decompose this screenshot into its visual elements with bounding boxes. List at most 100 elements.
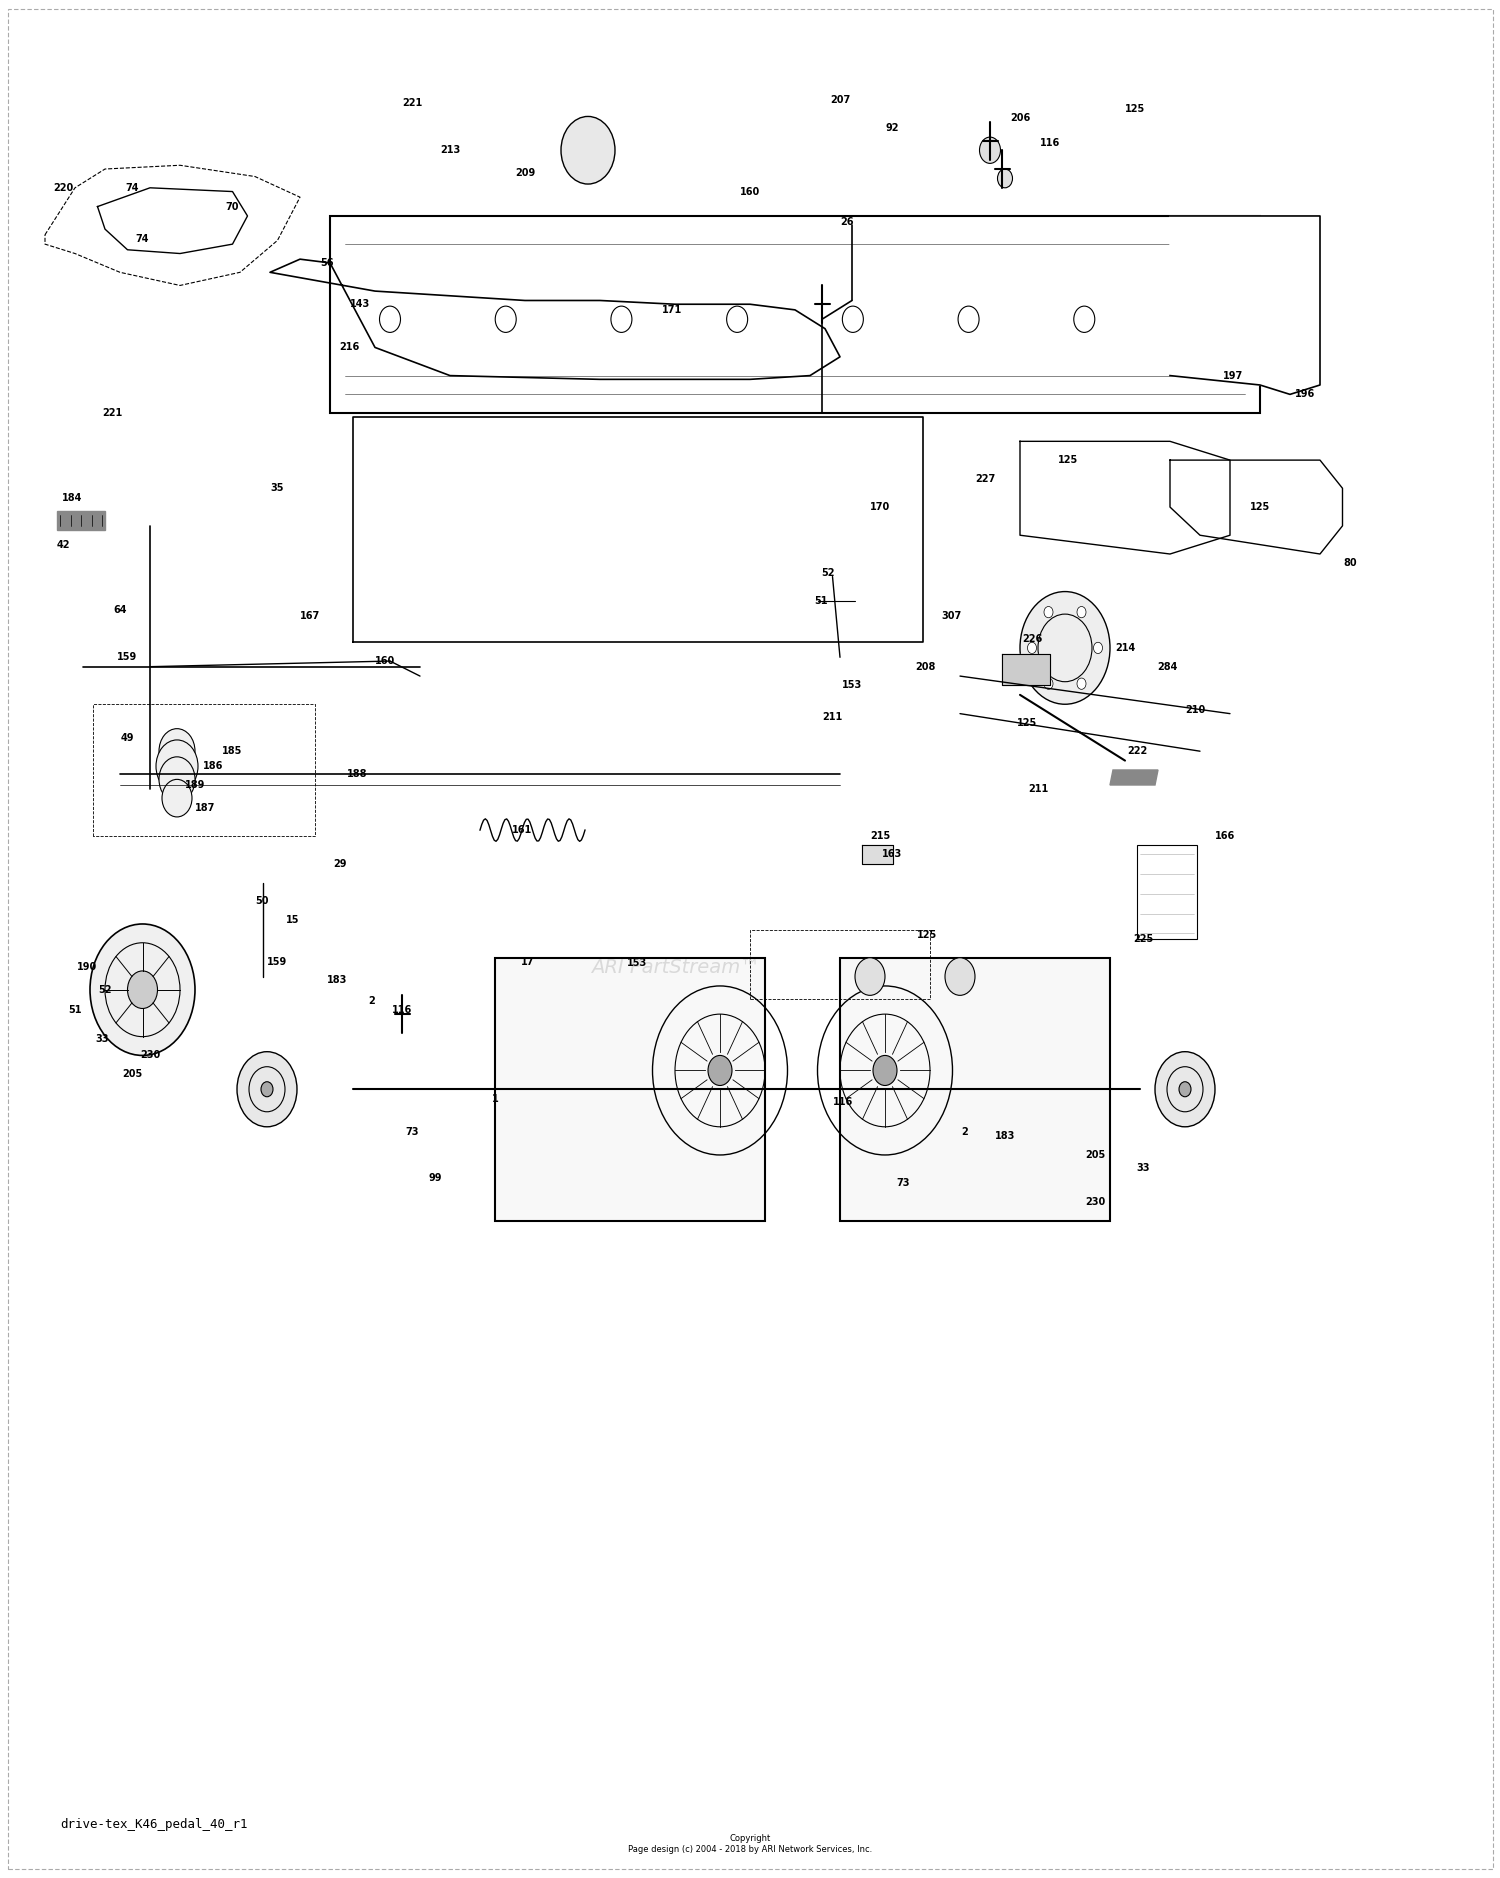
- Circle shape: [708, 1055, 732, 1085]
- Circle shape: [162, 779, 192, 817]
- Polygon shape: [98, 188, 248, 254]
- Text: 17: 17: [522, 956, 534, 967]
- Polygon shape: [1002, 654, 1050, 685]
- Text: 153: 153: [842, 680, 862, 691]
- Text: 42: 42: [57, 539, 69, 550]
- Text: 51: 51: [69, 1005, 81, 1016]
- Polygon shape: [1020, 441, 1230, 554]
- Text: 184: 184: [62, 492, 82, 503]
- Text: 186: 186: [202, 761, 223, 772]
- Polygon shape: [352, 417, 922, 642]
- Circle shape: [1044, 607, 1053, 618]
- Circle shape: [1077, 607, 1086, 618]
- Text: 209: 209: [514, 167, 535, 178]
- Text: 163: 163: [882, 849, 903, 860]
- Text: 116: 116: [392, 1005, 412, 1016]
- Text: 56: 56: [321, 257, 333, 269]
- Text: 74: 74: [124, 182, 138, 193]
- Text: Copyright
Page design (c) 2004 - 2018 by ARI Network Services, Inc.: Copyright Page design (c) 2004 - 2018 by…: [628, 1835, 872, 1854]
- Bar: [1137, 845, 1197, 939]
- Text: 220: 220: [53, 182, 74, 193]
- Text: 205: 205: [1084, 1149, 1106, 1161]
- Text: 207: 207: [830, 94, 850, 105]
- Polygon shape: [1110, 770, 1158, 785]
- Text: 211: 211: [822, 712, 843, 723]
- Circle shape: [1094, 642, 1102, 654]
- Circle shape: [90, 924, 195, 1055]
- Text: 183: 183: [994, 1131, 1016, 1142]
- Text: 214: 214: [1114, 642, 1136, 654]
- Text: 170: 170: [870, 501, 891, 513]
- Text: 221: 221: [102, 408, 123, 419]
- Circle shape: [261, 1082, 273, 1097]
- Circle shape: [168, 210, 192, 240]
- Text: 35: 35: [270, 483, 285, 494]
- Circle shape: [1077, 678, 1086, 689]
- Text: 211: 211: [1028, 783, 1048, 794]
- Text: 125: 125: [916, 930, 938, 941]
- Text: 143: 143: [350, 299, 370, 310]
- Text: 153: 153: [627, 958, 648, 969]
- Text: 26: 26: [840, 216, 854, 227]
- Circle shape: [1179, 1082, 1191, 1097]
- Text: 225: 225: [1132, 933, 1154, 945]
- Text: 160: 160: [740, 186, 760, 197]
- Text: 1: 1: [492, 1093, 498, 1104]
- Text: 159: 159: [267, 956, 288, 967]
- Circle shape: [128, 195, 158, 233]
- Text: 29: 29: [333, 858, 346, 870]
- Text: 307: 307: [940, 610, 962, 622]
- Circle shape: [128, 971, 158, 1008]
- Bar: [330, 216, 1260, 413]
- Circle shape: [561, 116, 615, 184]
- Circle shape: [830, 563, 850, 590]
- Text: 99: 99: [429, 1172, 441, 1183]
- Text: 226: 226: [1022, 633, 1042, 644]
- Circle shape: [855, 958, 885, 995]
- Text: 33: 33: [96, 1033, 109, 1044]
- Polygon shape: [1170, 460, 1342, 554]
- Text: 80: 80: [1342, 558, 1358, 569]
- Text: 213: 213: [440, 145, 460, 156]
- Text: 160: 160: [375, 655, 396, 667]
- Circle shape: [1028, 642, 1036, 654]
- Text: 215: 215: [870, 830, 891, 841]
- Text: 206: 206: [1010, 113, 1031, 124]
- Text: 221: 221: [402, 98, 423, 109]
- Text: 188: 188: [346, 768, 368, 779]
- Circle shape: [1155, 1052, 1215, 1127]
- Text: 197: 197: [1222, 370, 1244, 381]
- Text: 52: 52: [99, 984, 112, 995]
- Circle shape: [1020, 592, 1110, 704]
- Text: 2: 2: [369, 995, 375, 1007]
- Text: 187: 187: [195, 802, 216, 813]
- Circle shape: [798, 524, 882, 629]
- Text: 183: 183: [327, 975, 348, 986]
- Text: 33: 33: [1137, 1162, 1149, 1174]
- Text: 73: 73: [405, 1127, 420, 1138]
- Text: 2: 2: [962, 1127, 968, 1138]
- Text: 227: 227: [975, 473, 996, 485]
- Circle shape: [159, 757, 195, 802]
- Text: 208: 208: [915, 661, 936, 672]
- Circle shape: [945, 958, 975, 995]
- Bar: [495, 958, 765, 1221]
- Text: 210: 210: [1185, 704, 1206, 716]
- Polygon shape: [862, 845, 892, 864]
- Circle shape: [159, 729, 195, 774]
- Text: 205: 205: [122, 1069, 142, 1080]
- Circle shape: [1044, 678, 1053, 689]
- Text: 15: 15: [285, 915, 298, 926]
- Text: 74: 74: [135, 233, 148, 244]
- Text: ARI PartStream™: ARI PartStream™: [591, 958, 759, 977]
- Text: 125: 125: [1125, 103, 1146, 115]
- Text: 50: 50: [255, 896, 270, 907]
- Text: 125: 125: [1058, 454, 1078, 466]
- Text: 166: 166: [1215, 830, 1236, 841]
- Polygon shape: [57, 511, 105, 530]
- Text: 161: 161: [512, 824, 532, 836]
- Circle shape: [873, 1055, 897, 1085]
- Circle shape: [156, 740, 198, 793]
- Bar: [840, 958, 1110, 1221]
- Text: 284: 284: [1156, 661, 1178, 672]
